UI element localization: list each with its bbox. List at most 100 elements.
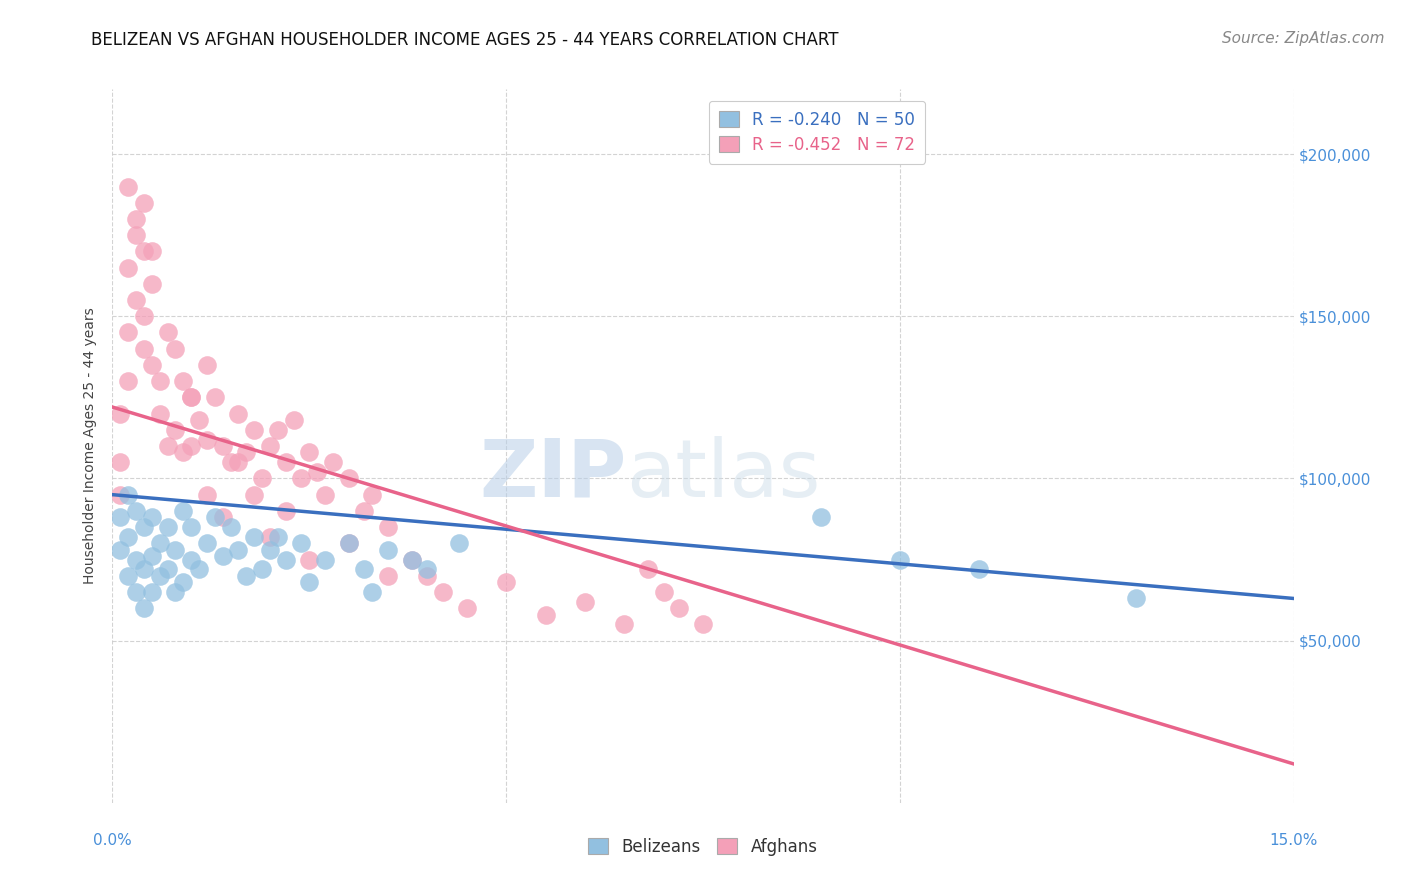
Point <box>211 549 233 564</box>
Point <box>298 552 321 566</box>
Y-axis label: Householder Income Ages 25 - 44 years: Householder Income Ages 25 - 44 years <box>83 308 97 584</box>
Point <box>337 471 360 485</box>
Point <box>668 601 690 615</box>
Point <box>180 390 202 404</box>
Point <box>889 552 911 566</box>
Point <box>125 585 148 599</box>
Point <box>259 530 281 544</box>
Point <box>110 510 132 524</box>
Point <box>141 358 163 372</box>
Point <box>195 358 218 372</box>
Point <box>290 471 312 485</box>
Point <box>361 488 384 502</box>
Point <box>243 423 266 437</box>
Point <box>110 542 132 557</box>
Point <box>1125 591 1147 606</box>
Point <box>132 244 155 259</box>
Text: atlas: atlas <box>626 435 821 514</box>
Point <box>172 374 194 388</box>
Point <box>810 510 832 524</box>
Point <box>204 510 226 524</box>
Point <box>141 549 163 564</box>
Point <box>180 390 202 404</box>
Point <box>172 575 194 590</box>
Point <box>432 585 454 599</box>
Point <box>416 562 439 576</box>
Point <box>125 504 148 518</box>
Point <box>377 520 399 534</box>
Text: ZIP: ZIP <box>479 435 626 514</box>
Point <box>195 536 218 550</box>
Point <box>274 504 297 518</box>
Point <box>377 568 399 582</box>
Point <box>228 407 250 421</box>
Point <box>125 293 148 307</box>
Point <box>132 562 155 576</box>
Point <box>267 530 290 544</box>
Point <box>235 568 257 582</box>
Text: 0.0%: 0.0% <box>93 833 132 848</box>
Point <box>235 445 257 459</box>
Point <box>314 552 336 566</box>
Point <box>298 575 321 590</box>
Point <box>125 552 148 566</box>
Point <box>353 504 375 518</box>
Point <box>534 607 557 622</box>
Point <box>337 536 360 550</box>
Point <box>219 520 242 534</box>
Point <box>125 228 148 243</box>
Point <box>314 488 336 502</box>
Point <box>377 542 399 557</box>
Point <box>353 562 375 576</box>
Point <box>149 536 172 550</box>
Point <box>307 465 329 479</box>
Point <box>149 568 172 582</box>
Point <box>156 520 179 534</box>
Point <box>188 562 211 576</box>
Point <box>165 342 187 356</box>
Point <box>172 504 194 518</box>
Point <box>290 536 312 550</box>
Point <box>259 542 281 557</box>
Point <box>401 552 423 566</box>
Point <box>149 407 172 421</box>
Point <box>401 552 423 566</box>
Point <box>195 433 218 447</box>
Point <box>211 510 233 524</box>
Point <box>228 455 250 469</box>
Point <box>274 552 297 566</box>
Text: Source: ZipAtlas.com: Source: ZipAtlas.com <box>1222 31 1385 46</box>
Point <box>172 445 194 459</box>
Point <box>132 342 155 356</box>
Legend: Belizeans, Afghans: Belizeans, Afghans <box>582 831 824 863</box>
Text: 15.0%: 15.0% <box>1270 833 1317 848</box>
Point <box>132 195 155 210</box>
Point <box>298 445 321 459</box>
Point <box>165 542 187 557</box>
Point <box>141 277 163 291</box>
Point <box>613 617 636 632</box>
Point <box>125 211 148 226</box>
Point <box>637 562 659 576</box>
Point <box>204 390 226 404</box>
Point <box>447 536 470 550</box>
Point <box>274 455 297 469</box>
Point <box>180 552 202 566</box>
Point <box>132 520 155 534</box>
Point <box>267 423 290 437</box>
Point <box>117 374 139 388</box>
Point <box>250 562 273 576</box>
Point <box>574 595 596 609</box>
Point <box>156 562 179 576</box>
Point <box>243 530 266 544</box>
Point <box>165 585 187 599</box>
Point <box>195 488 218 502</box>
Point <box>180 439 202 453</box>
Point <box>165 423 187 437</box>
Point <box>361 585 384 599</box>
Point <box>110 455 132 469</box>
Point <box>117 179 139 194</box>
Point <box>110 407 132 421</box>
Point <box>110 488 132 502</box>
Point <box>141 585 163 599</box>
